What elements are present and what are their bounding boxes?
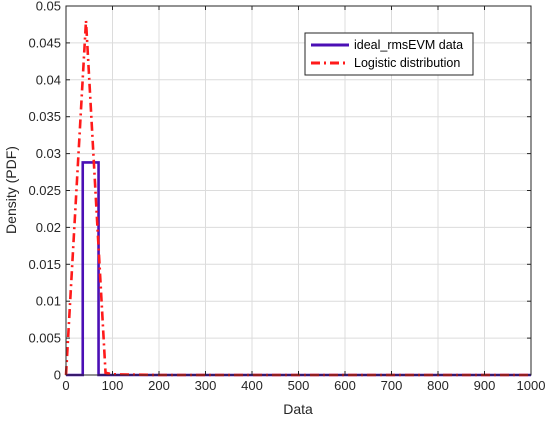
- x-tick-label: 100: [102, 378, 124, 393]
- y-tick-label: 0.035: [28, 109, 61, 124]
- y-tick-label: 0.025: [28, 183, 61, 198]
- legend-label-logistic: Logistic distribution: [354, 56, 460, 70]
- legend-label-ideal-rmsevm: ideal_rmsEVM data: [354, 38, 463, 52]
- tick-labels: 0 100 200 300 400 500 600 700 800 900 1000 0 0.005 0.…: [28, 0, 545, 393]
- y-tick-label: 0.03: [36, 146, 61, 161]
- ticks: [65, 5, 532, 376]
- legend-box: [304, 32, 474, 76]
- y-tick-label: 0.01: [36, 294, 61, 309]
- y-tick-label: 0.02: [36, 220, 61, 235]
- x-tick-label: 700: [381, 378, 403, 393]
- x-tick-label: 600: [334, 378, 356, 393]
- y-tick-label: 0.015: [28, 257, 61, 272]
- y-tick-label: 0.005: [28, 331, 61, 346]
- y-tick-label: 0: [54, 368, 61, 383]
- y-axis-label: Density (PDF): [3, 146, 19, 234]
- x-tick-label: 400: [241, 378, 263, 393]
- x-axis-label: Data: [283, 401, 313, 417]
- x-tick-label: 300: [195, 378, 217, 393]
- y-tick-label: 0.05: [36, 0, 61, 14]
- x-tick-label: 0: [62, 378, 69, 393]
- y-tick-label: 0.045: [28, 35, 61, 50]
- x-tick-label: 500: [288, 378, 310, 393]
- x-tick-label: 800: [427, 378, 449, 393]
- x-tick-label: 900: [474, 378, 496, 393]
- y-tick-label: 0.04: [36, 72, 61, 87]
- x-tick-label: 1000: [517, 378, 546, 393]
- legend: ideal_rmsEVM data Logistic distribution: [304, 32, 474, 76]
- x-tick-label: 200: [148, 378, 170, 393]
